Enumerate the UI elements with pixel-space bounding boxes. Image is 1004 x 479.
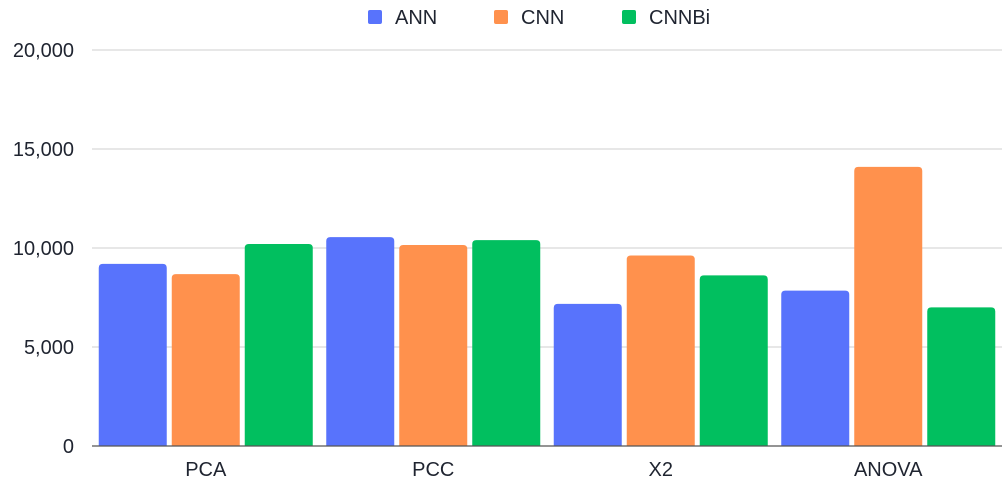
legend-swatch-cnn xyxy=(494,10,508,24)
bar-cnnbi-anova xyxy=(927,307,996,446)
legend-swatch-cnnbi xyxy=(622,10,636,24)
x-axis-category-labels: PCA PCC X2 ANOVA xyxy=(185,459,923,479)
legend: ANN CNN CNNBi xyxy=(368,7,710,29)
legend-label: CNN xyxy=(521,7,564,29)
y-tick-label: 5,000 xyxy=(24,337,74,359)
bars xyxy=(98,166,996,446)
x-tick-label: PCA xyxy=(185,459,227,479)
bar-cnnbi-pcc xyxy=(472,240,541,446)
x-tick-label: PCC xyxy=(412,459,454,479)
bar-cnn-anova xyxy=(854,166,923,446)
bar-cnn-pca xyxy=(171,274,240,446)
bar-cnnbi-pca xyxy=(244,244,313,446)
x-tick-label: ANOVA xyxy=(854,459,923,479)
legend-swatch-ann xyxy=(368,10,382,24)
x-tick-label: X2 xyxy=(649,459,673,479)
bar-cnn-pcc xyxy=(399,245,468,446)
y-tick-label: 20,000 xyxy=(13,40,74,62)
bar-cnn-x2 xyxy=(626,255,695,446)
legend-label: CNNBi xyxy=(649,7,710,29)
bar-ann-anova xyxy=(781,290,850,446)
grid-lines xyxy=(92,49,1002,348)
y-tick-label: 15,000 xyxy=(13,139,74,161)
y-tick-label: 10,000 xyxy=(13,238,74,260)
bar-cnnbi-x2 xyxy=(699,275,768,446)
bar-ann-x2 xyxy=(553,303,622,446)
y-axis-tick-labels: 0 5,000 10,000 15,000 20,000 xyxy=(13,40,74,458)
y-tick-label: 0 xyxy=(63,436,74,458)
bar-ann-pcc xyxy=(326,237,395,446)
legend-label: ANN xyxy=(395,7,437,29)
bar-ann-pca xyxy=(98,263,167,446)
